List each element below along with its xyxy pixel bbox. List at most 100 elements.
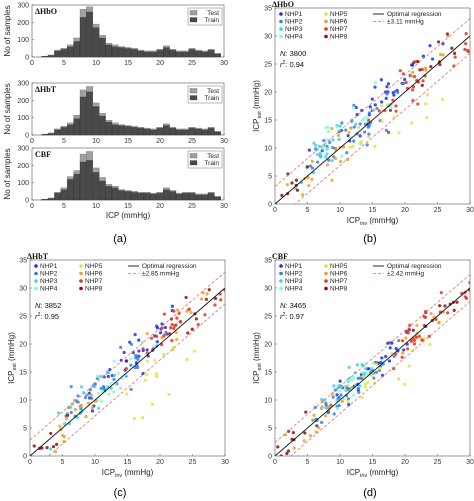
data-point-nhp7 <box>408 323 412 327</box>
data-point-nhp1 <box>396 349 400 353</box>
x-tick-label: 20 <box>156 459 164 466</box>
r-squared-label: r <box>35 312 38 321</box>
data-point-nhp5 <box>155 372 159 376</box>
data-point-nhp7 <box>412 74 417 79</box>
data-point-nhp1 <box>380 100 384 104</box>
data-point-nhp5 <box>378 367 382 371</box>
data-point-nhp5 <box>361 374 365 378</box>
data-point-nhp4 <box>338 389 342 393</box>
bar-train <box>67 124 74 136</box>
bar-train <box>182 51 189 58</box>
bar-test <box>111 185 119 189</box>
legend-marker-nhp5 <box>324 12 328 16</box>
bar-train <box>118 190 125 201</box>
x-tick-label: 25 <box>434 459 442 466</box>
data-point-nhp6 <box>439 52 443 57</box>
r-squared-label: r <box>280 60 283 69</box>
data-point-nhp8 <box>295 188 300 192</box>
histogram-title: ΔHbT <box>35 85 57 94</box>
bar-test <box>207 49 215 51</box>
x-tick-label: 25 <box>188 138 196 145</box>
bar-test <box>182 192 189 194</box>
bar-test <box>54 128 61 130</box>
histogram-1: 0 100 200 300 0 5 10 15 20 25 30 ΔHbO No of samples T… <box>3 3 228 68</box>
data-point-nhp6 <box>89 393 93 397</box>
data-point-nhp5 <box>351 144 355 148</box>
data-point-nhp6 <box>58 424 62 428</box>
y-tick-label: 20 <box>19 342 27 349</box>
x-tick-label: 10 <box>92 138 100 145</box>
x-tick-label: 30 <box>466 207 474 214</box>
data-point-nhp3 <box>322 143 326 147</box>
y-axis-label-subscript: est <box>257 111 263 119</box>
bar-train <box>41 198 49 201</box>
data-point-nhp8 <box>204 297 208 301</box>
x-tick-label: 0 <box>30 138 34 145</box>
data-point-nhp4 <box>360 370 364 374</box>
data-point-nhp7 <box>219 298 223 302</box>
data-point-nhp4 <box>340 154 344 158</box>
data-point-nhp3 <box>97 406 101 410</box>
x-tick-label: 25 <box>188 203 196 210</box>
legend-swatch-test <box>189 10 198 16</box>
data-point-nhp1 <box>373 103 377 107</box>
data-point-nhp7 <box>407 328 411 332</box>
legend-label-train: Train <box>204 17 219 24</box>
data-point-nhp7 <box>464 42 468 46</box>
data-point-nhp7 <box>416 102 420 106</box>
x-tick-label: 10 <box>92 60 100 67</box>
data-point-nhp2 <box>326 411 330 415</box>
bar-test <box>67 176 74 180</box>
data-point-nhp2 <box>328 140 332 144</box>
data-point-nhp7 <box>173 324 177 328</box>
data-point-nhp2 <box>129 363 133 367</box>
legend-label-nhp3: NHP3 <box>285 278 303 285</box>
data-point-nhp2 <box>396 90 400 95</box>
data-point-nhp7 <box>412 342 417 346</box>
data-point-nhp5 <box>145 359 150 363</box>
data-point-nhp7 <box>417 334 422 338</box>
y-tick-label: 5 <box>23 426 27 433</box>
data-point-nhp7 <box>439 291 443 295</box>
data-point-nhp7 <box>466 48 470 53</box>
data-point-nhp4 <box>152 344 156 348</box>
data-point-nhp7 <box>409 339 413 343</box>
data-point-nhp8 <box>286 429 291 433</box>
legend-marker-nhp2 <box>34 271 38 276</box>
sample-count: N: 3852 <box>35 301 61 310</box>
legend-label-nhp5: NHP5 <box>330 11 348 18</box>
data-point-nhp1 <box>170 304 174 308</box>
data-point-nhp5 <box>379 104 384 108</box>
x-tick-label: 30 <box>466 459 474 466</box>
x-tick-label: 5 <box>62 138 66 145</box>
data-point-nhp4 <box>335 125 339 129</box>
data-point-nhp5 <box>424 102 428 106</box>
scatter-points <box>275 17 470 204</box>
bar-test <box>118 124 125 126</box>
data-point-nhp3 <box>324 155 328 159</box>
scatter-title: CBF <box>272 252 288 261</box>
bar-test <box>188 127 196 129</box>
bar-test <box>118 46 125 48</box>
data-point-nhp1 <box>102 375 106 379</box>
data-point-nhp2 <box>112 377 116 381</box>
legend-label-test: Test <box>207 88 219 95</box>
data-point-nhp6 <box>60 433 65 438</box>
data-point-nhp1 <box>421 54 425 58</box>
data-point-nhp8 <box>303 431 307 435</box>
data-point-nhp2 <box>332 412 336 416</box>
data-point-nhp4 <box>326 130 331 134</box>
x-tick-label: 20 <box>401 459 409 466</box>
bar-test <box>195 127 202 130</box>
data-point-nhp7 <box>229 296 232 299</box>
data-point-nhp1 <box>155 340 159 344</box>
data-point-nhp3 <box>347 388 351 392</box>
y-tick-label: 25 <box>19 314 27 321</box>
data-point-nhp6 <box>441 53 445 57</box>
x-tick-label: 15 <box>369 459 377 466</box>
scatter-b: 0 5 10 15 20 25 30 0 5 10 15 20 25 30 35 ICPinv (mmHg) I… <box>252 0 474 227</box>
y-axis-label-unit: (mmHg) <box>7 332 16 363</box>
data-point-nhp7 <box>394 352 398 356</box>
legend-marker-nhp6 <box>324 19 328 24</box>
